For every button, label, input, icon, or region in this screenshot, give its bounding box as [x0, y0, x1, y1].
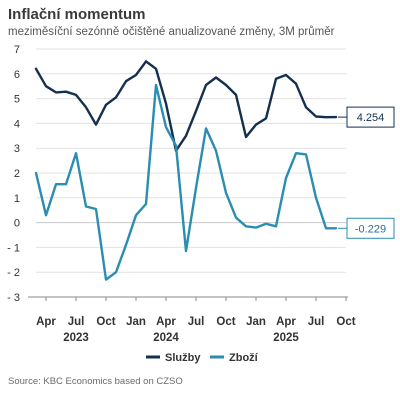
x-tick-label: Jan: [246, 316, 266, 328]
y-tick-label: 6: [14, 69, 20, 81]
x-tick-label: Oct: [216, 316, 235, 328]
end-value-label: -0.229: [355, 223, 386, 235]
y-tick-label: - 3: [7, 292, 20, 304]
x-tick-label: Apr: [156, 316, 176, 328]
y-tick-label: 7: [14, 44, 20, 56]
x-year-label: 2025: [273, 332, 299, 344]
chart-title: Inflační momentum: [8, 6, 146, 23]
series-line-zbozi: [34, 83, 338, 281]
y-tick-label: 4: [14, 118, 20, 130]
x-tick-label: Jul: [188, 316, 205, 328]
legend-label-zbozi: Zboží: [229, 352, 259, 364]
x-tick-label: Apr: [276, 316, 296, 328]
end-label-box: [346, 217, 395, 239]
x-year-label: 2023: [63, 332, 89, 344]
x-tick-label: Jul: [308, 316, 325, 328]
chart-source: Source: KBC Economics based on CZSO: [8, 376, 183, 387]
y-tick-label: 3: [14, 143, 20, 155]
legend-label-sluzby: Služby: [165, 352, 201, 364]
end-label-box: [346, 106, 395, 128]
series-line-sluzby: [34, 60, 338, 152]
x-year-label: 2024: [153, 332, 179, 344]
end-value-label: 4.254: [357, 112, 385, 124]
x-tick-label: Jul: [68, 316, 85, 328]
y-tick-label: - 1: [7, 242, 20, 254]
chart-subtitle: meziměsíční sezónně očištěné anualizovan…: [8, 26, 335, 38]
x-tick-label: Oct: [336, 316, 355, 328]
x-tick-label: Jan: [126, 316, 146, 328]
y-tick-label: - 2: [7, 267, 20, 279]
y-tick-label: 5: [14, 94, 20, 106]
x-tick-label: Apr: [36, 316, 56, 328]
y-tick-label: 1: [14, 193, 20, 205]
y-tick-label: 0: [14, 218, 20, 230]
x-tick-label: Oct: [96, 316, 115, 328]
y-tick-label: 2: [14, 168, 20, 180]
